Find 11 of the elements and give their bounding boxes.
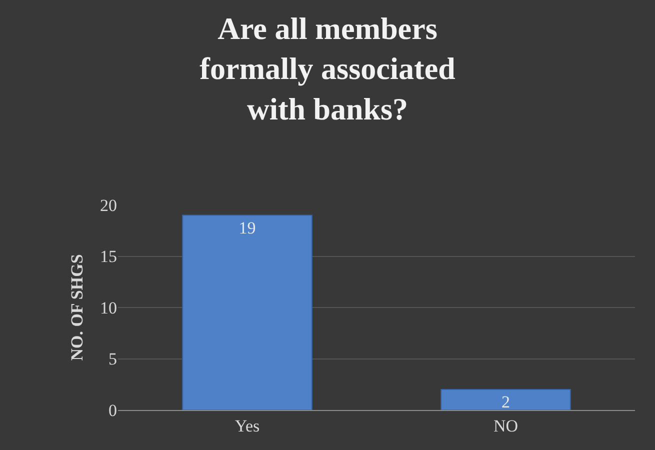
y-tick-label: 15 xyxy=(100,247,117,266)
x-tick-label: NO xyxy=(493,416,518,436)
y-axis-title: NO. OF SHGS xyxy=(68,254,87,361)
x-tick-label: Yes xyxy=(234,416,260,436)
chart-title: Are all members formally associated with banks? xyxy=(200,10,456,126)
y-tick-label: 0 xyxy=(108,400,117,420)
data-label: 19 xyxy=(238,218,256,238)
data-label: 2 xyxy=(502,392,510,412)
y-tick-label: 20 xyxy=(100,196,117,215)
y-tick-label: 5 xyxy=(108,350,117,369)
y-tick-label: 10 xyxy=(100,298,117,318)
